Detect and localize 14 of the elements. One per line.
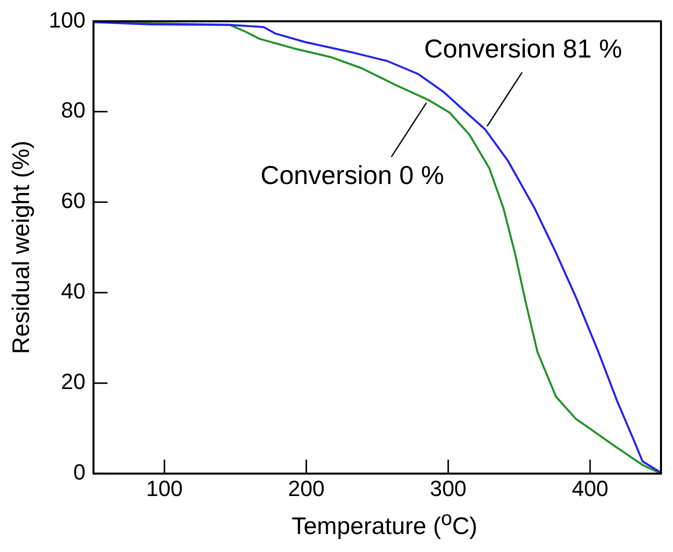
x-tick-label: 200 <box>288 476 325 501</box>
y-tick-label: 100 <box>48 7 86 32</box>
annotation: Conversion 81 % <box>424 33 622 64</box>
y-tick-label: 40 <box>61 278 86 304</box>
y-tick-label: 60 <box>61 188 86 214</box>
y-axis-title: Residual weight (%) <box>8 140 36 354</box>
x-tick-label: 100 <box>146 476 183 501</box>
y-tick-label: 20 <box>61 369 86 394</box>
annotation: Conversion 0 % <box>260 160 444 190</box>
y-tick-label: 80 <box>61 98 86 123</box>
x-tick-label: 400 <box>572 476 608 501</box>
x-axis-title: Temperature ($^{o}$C) <box>290 508 478 541</box>
y-tick-label: 0 <box>73 460 86 485</box>
x-tick-label: 300 <box>430 476 467 501</box>
